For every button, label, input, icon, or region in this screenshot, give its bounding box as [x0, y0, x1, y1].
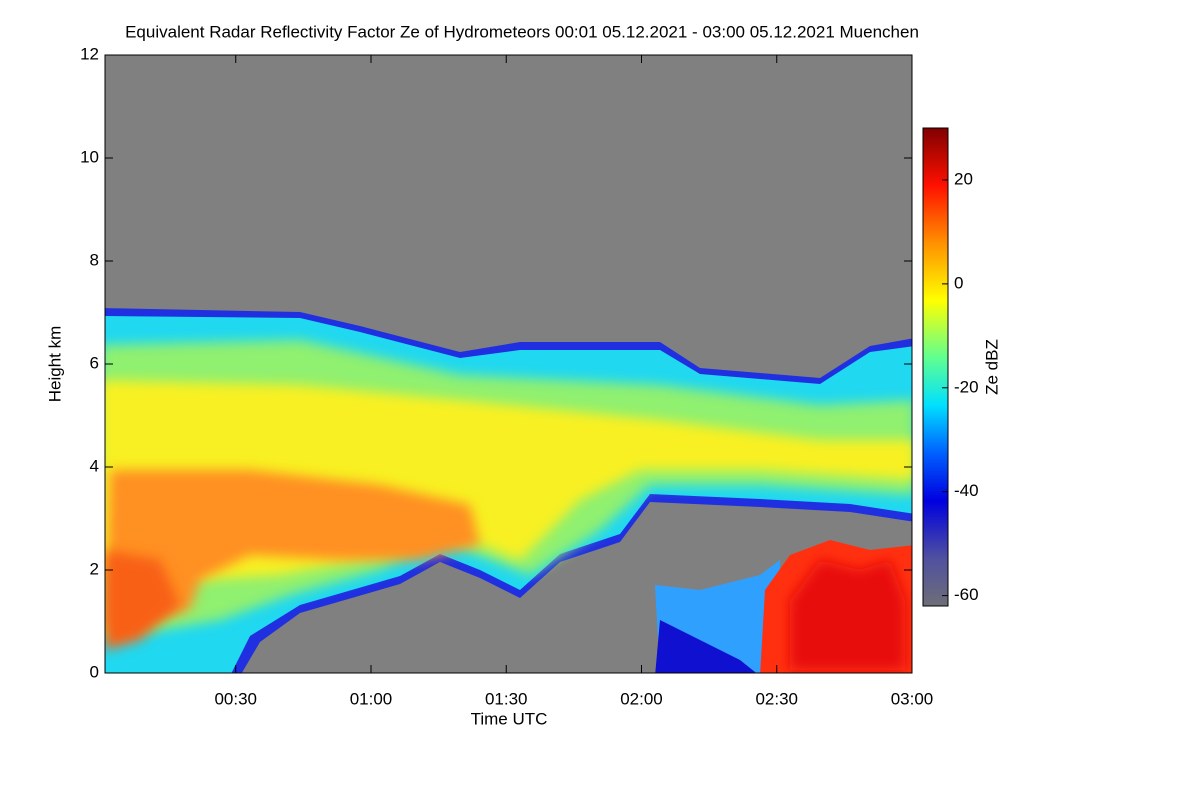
colorbar-tick-label: -40	[954, 481, 979, 500]
echo-orange-core	[105, 550, 180, 650]
chart-title: Equivalent Radar Reflectivity Factor Ze …	[125, 22, 919, 41]
echo-orange	[105, 470, 480, 630]
echo-lower-edge	[655, 620, 757, 673]
x-tick-label: 01:30	[485, 689, 528, 708]
echo-rain-core	[790, 560, 905, 670]
y-tick-label: 0	[90, 662, 99, 681]
colorbar-label: Ze dBZ	[982, 339, 1001, 395]
colorbar	[922, 127, 949, 607]
x-axis-label: Time UTC	[471, 709, 548, 728]
colorbar-tick-label: 0	[954, 273, 963, 292]
x-tick-label: 01:00	[350, 689, 393, 708]
y-tick-label: 8	[90, 250, 99, 269]
colorbar-tick-label: -20	[954, 377, 979, 396]
y-tick-label: 2	[90, 559, 99, 578]
colorbar-tick-label: 20	[954, 169, 973, 188]
y-tick-label: 6	[90, 353, 99, 372]
y-tick-label: 10	[80, 147, 99, 166]
colorbar-tick-label: -60	[954, 585, 979, 604]
y-tick-label: 12	[80, 44, 99, 63]
reflectivity-field	[105, 308, 912, 673]
x-tick-label: 02:00	[620, 689, 663, 708]
x-tick-label: 03:00	[891, 689, 934, 708]
y-tick-label: 4	[90, 456, 99, 475]
x-tick-label: 00:30	[214, 689, 257, 708]
x-tick-label: 02:30	[755, 689, 798, 708]
y-axis-label: Height km	[45, 326, 64, 403]
